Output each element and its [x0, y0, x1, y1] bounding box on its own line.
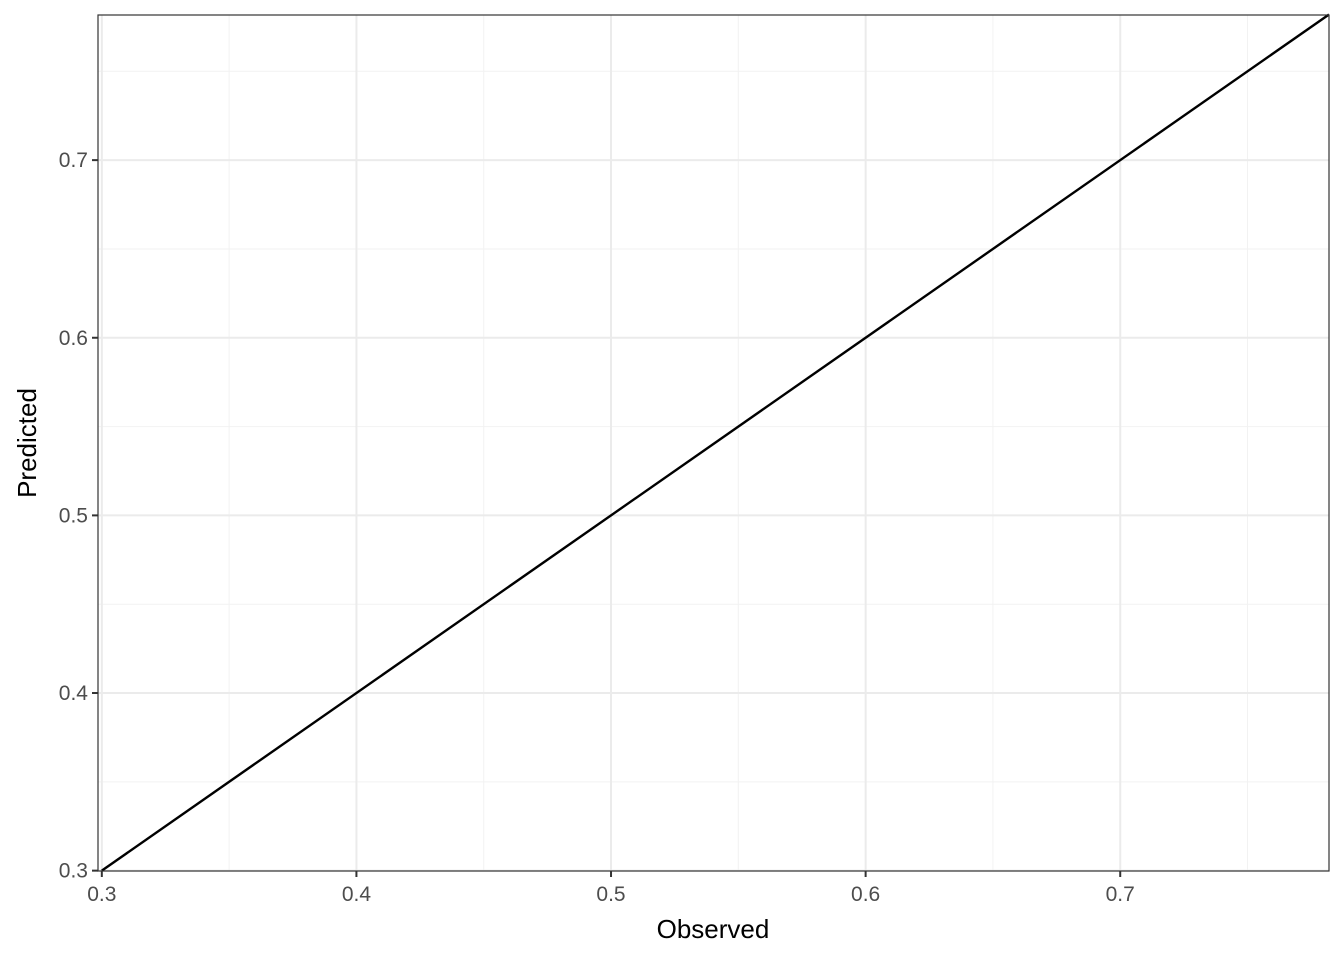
x-tick-label: 0.7: [1106, 883, 1135, 906]
series: [101, 13, 1330, 872]
y-tick-label: 0.5: [59, 504, 88, 527]
y-tick-label: 0.7: [59, 149, 88, 172]
y-tick-label: 0.4: [59, 682, 89, 705]
panel-border: [97, 14, 1330, 872]
axes: 0.3 0.4 0.5 0.6 0.7 0.3 0.4 0.5 0.6 0.7: [59, 149, 1135, 906]
x-tick-label: 0.5: [596, 883, 625, 906]
series-line: [101, 13, 1330, 872]
x-tick-label: 0.3: [87, 883, 116, 906]
y-tick-label: 0.3: [59, 860, 88, 883]
x-tick-label: 0.4: [342, 883, 372, 906]
x-axis-label: Observed: [657, 914, 770, 944]
grid: [98, 15, 1329, 872]
y-tick-label: 0.6: [59, 327, 88, 350]
x-tick-label: 0.6: [851, 883, 880, 906]
y-axis-label: Predicted: [12, 388, 42, 498]
